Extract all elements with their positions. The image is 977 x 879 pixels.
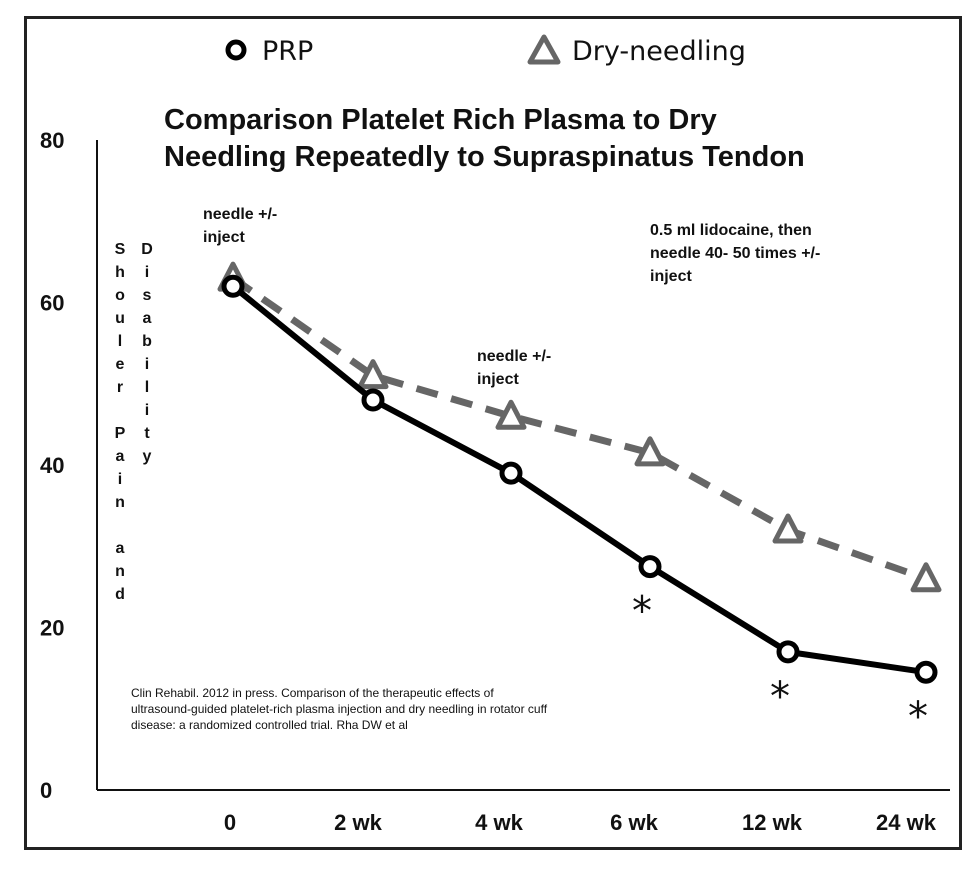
data-point <box>910 562 942 593</box>
y-axis-label-char: i <box>118 471 122 488</box>
data-point <box>772 513 804 544</box>
data-point <box>361 388 385 412</box>
data-point <box>495 399 527 430</box>
y-axis-label-char: b <box>142 333 152 350</box>
legend: PRP Dry-needling <box>225 34 746 67</box>
annotation-line: inject <box>477 371 519 388</box>
legend-triangle-marker <box>527 34 561 65</box>
y-axis-label-char: d <box>115 586 125 603</box>
y-axis-label-char: s <box>143 287 152 304</box>
x-tick-label: 12 wk <box>742 810 803 835</box>
series-layer <box>217 261 942 684</box>
y-axis-label-char: a <box>116 448 125 465</box>
y-axis-label-char: y <box>143 448 152 465</box>
data-point <box>914 660 938 684</box>
annotation-lidocaine: 0.5 ml lidocaine, then needle 40- 50 tim… <box>650 222 820 285</box>
x-tick-label: 2 wk <box>334 810 382 835</box>
legend-label-dry-needling: Dry-needling <box>572 36 746 67</box>
x-tick-label: 0 <box>224 810 236 835</box>
y-axis-label-char: r <box>117 379 123 396</box>
y-axis-label-char: i <box>145 356 149 373</box>
y-axis-label-char: l <box>145 379 149 396</box>
significance-star: * <box>632 589 652 635</box>
y-tick-labels: 0 20 40 60 80 <box>40 128 64 803</box>
annotation-line: inject <box>203 229 245 246</box>
y-axis-label-char: l <box>118 333 122 350</box>
citation-line: Clin Rehabil. 2012 in press. Comparison … <box>131 686 494 700</box>
significance-marks: * * * <box>632 589 928 741</box>
legend-item-prp: PRP <box>225 36 313 67</box>
y-axis-label-char: t <box>144 425 150 442</box>
legend-circle-marker <box>225 39 247 61</box>
annotation-line: inject <box>650 268 692 285</box>
y-axis-label-char: D <box>141 241 153 258</box>
y-tick-label: 0 <box>40 778 52 803</box>
annotation-line: needle +/- <box>203 206 277 223</box>
y-axis-label-char: n <box>115 563 125 580</box>
data-point <box>221 274 245 298</box>
y-axis-label-char: o <box>115 287 125 304</box>
x-tick-label: 4 wk <box>475 810 523 835</box>
y-axis-label-char: P <box>115 425 126 442</box>
y-axis-label-char: h <box>115 264 125 281</box>
y-axis-label-char: i <box>145 402 149 419</box>
y-tick-label: 20 <box>40 616 64 641</box>
series-prp <box>221 274 938 684</box>
chart-frame <box>24 16 962 850</box>
x-tick-label: 24 wk <box>876 810 937 835</box>
series-dry-needling <box>217 261 942 593</box>
data-point <box>499 461 523 485</box>
y-axis-label-char: i <box>145 264 149 281</box>
data-point <box>357 359 389 390</box>
series-line <box>230 275 928 583</box>
y-axis-label-char: e <box>116 356 125 373</box>
annotation-line: needle 40- 50 times +/- <box>650 245 820 262</box>
citation-line: disease: a randomized controlled trial. … <box>131 718 408 732</box>
chart-title-line-1: Comparison Platelet Rich Plasma to Dry <box>164 104 717 136</box>
y-axis-label-char: n <box>115 494 125 511</box>
series-line <box>231 283 927 676</box>
y-tick-label: 80 <box>40 128 64 153</box>
annotation-line: 0.5 ml lidocaine, then <box>650 222 812 239</box>
legend-item-dry-needling: Dry-needling <box>527 34 746 67</box>
data-point <box>776 640 800 664</box>
y-axis-label-char: S <box>115 241 126 258</box>
significance-star: * <box>908 694 928 740</box>
x-tick-label: 6 wk <box>610 810 658 835</box>
citation: Clin Rehabil. 2012 in press. Comparison … <box>131 686 548 732</box>
x-tick-labels: 0 2 wk 4 wk 6 wk 12 wk 24 wk <box>224 810 937 835</box>
y-tick-label: 60 <box>40 291 64 316</box>
y-axis-label-char: u <box>115 310 125 327</box>
legend-label-prp: PRP <box>262 36 313 67</box>
annotation-needle-inject-2: needle +/- inject <box>477 348 551 388</box>
y-tick-label: 40 <box>40 453 64 478</box>
significance-star: * <box>770 674 790 720</box>
chart-title-line-2: Needling Repeatedly to Supraspinatus Ten… <box>164 141 805 173</box>
y-axis-label-char: a <box>116 540 125 557</box>
annotation-needle-inject-1: needle +/- inject <box>203 206 277 246</box>
data-point <box>634 436 666 467</box>
citation-line: ultrasound-guided platelet-rich plasma i… <box>131 702 548 716</box>
y-axis-label-char: a <box>143 310 152 327</box>
annotation-line: needle +/- <box>477 348 551 365</box>
data-point <box>638 555 662 579</box>
